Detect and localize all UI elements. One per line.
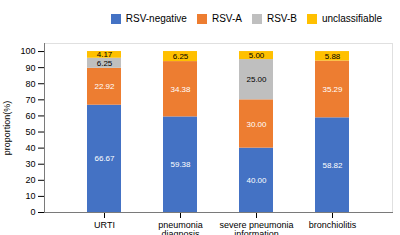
svg-text:severe pneumoniainformation: severe pneumoniainformation	[219, 220, 293, 235]
html-text:RSV-negative: RSV-negative	[125, 13, 187, 24]
svg-text:10: 10	[25, 191, 35, 201]
svg-text:0: 0	[30, 207, 35, 217]
html-text:RSV-A: RSV-A	[211, 13, 242, 24]
svg-text:80: 80	[25, 79, 35, 89]
svg-text:90: 90	[25, 63, 35, 73]
svg-text:5.88: 5.88	[325, 52, 341, 61]
svg-text:6.25: 6.25	[97, 59, 113, 68]
svg-text:40: 40	[25, 143, 35, 153]
svg-text:100: 100	[20, 46, 35, 56]
svg-text:59.38: 59.38	[170, 160, 191, 169]
svg-text:35.29: 35.29	[322, 85, 343, 94]
svg-text:6.25: 6.25	[173, 52, 189, 61]
svg-text:60: 60	[25, 111, 35, 121]
svg-text:bronchiolitis: bronchiolitis	[309, 220, 357, 230]
html-text:RSV-B: RSV-B	[266, 13, 297, 24]
svg-text:40.00: 40.00	[246, 176, 267, 185]
svg-text:50: 50	[25, 127, 35, 137]
svg-text:pneumoniadiagnosis: pneumoniadiagnosis	[158, 220, 203, 235]
svg-text:30: 30	[25, 159, 35, 169]
svg-text:34.38: 34.38	[170, 85, 191, 94]
svg-text:5.00: 5.00	[249, 51, 265, 60]
svg-text:66.67: 66.67	[94, 154, 115, 163]
html-text:unclassifiable: unclassifiable	[322, 13, 382, 24]
svg-text:proportion(%): proportion(%)	[2, 101, 12, 156]
svg-text:58.82: 58.82	[322, 161, 343, 170]
svg-text:20: 20	[25, 175, 35, 185]
svg-text:70: 70	[25, 95, 35, 105]
svg-text:25.00: 25.00	[246, 75, 267, 84]
svg-text:22.92: 22.92	[94, 82, 115, 91]
svg-text:30.00: 30.00	[246, 120, 267, 129]
svg-text:4.17: 4.17	[97, 50, 113, 59]
svg-text:URTI: URTI	[94, 220, 115, 230]
